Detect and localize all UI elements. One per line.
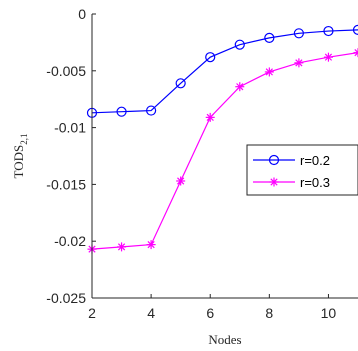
data-point <box>117 242 126 251</box>
series-line <box>92 30 358 113</box>
y-tick-label: -0.015 <box>46 176 86 192</box>
series-layer <box>88 25 358 253</box>
data-point <box>294 58 303 67</box>
data-point <box>265 67 274 76</box>
legend-label: r=0.3 <box>300 175 330 190</box>
y-axis-label-sub: 2,1 <box>19 134 29 145</box>
y-tick-label: -0.005 <box>46 63 86 79</box>
y-axis-label-text: TODS2,1 <box>11 134 29 179</box>
data-point <box>176 176 185 185</box>
y-axis-label: TODS2,1 <box>11 134 29 179</box>
data-point <box>354 48 358 57</box>
data-point <box>206 113 215 122</box>
legend: r=0.2 r=0.3 <box>247 145 358 195</box>
y-tick-label: -0.01 <box>54 120 86 136</box>
x-tick-label: 2 <box>88 305 96 321</box>
x-tick-label: 8 <box>265 305 273 321</box>
y-tick-label: -0.02 <box>54 233 86 249</box>
data-point <box>147 240 156 249</box>
x-tick-label: 10 <box>321 305 337 321</box>
y-tick-label: 0 <box>78 6 86 22</box>
legend-label: r=0.2 <box>300 153 330 168</box>
legend-marker <box>270 178 279 187</box>
y-tick-label: -0.025 <box>46 290 86 306</box>
x-axis-label: Nodes <box>208 332 241 347</box>
x-tick-label: 6 <box>206 305 214 321</box>
data-point <box>324 53 333 62</box>
x-tick-label: 4 <box>147 305 155 321</box>
data-point <box>235 82 244 91</box>
y-axis-label-main: TODS <box>11 145 26 179</box>
